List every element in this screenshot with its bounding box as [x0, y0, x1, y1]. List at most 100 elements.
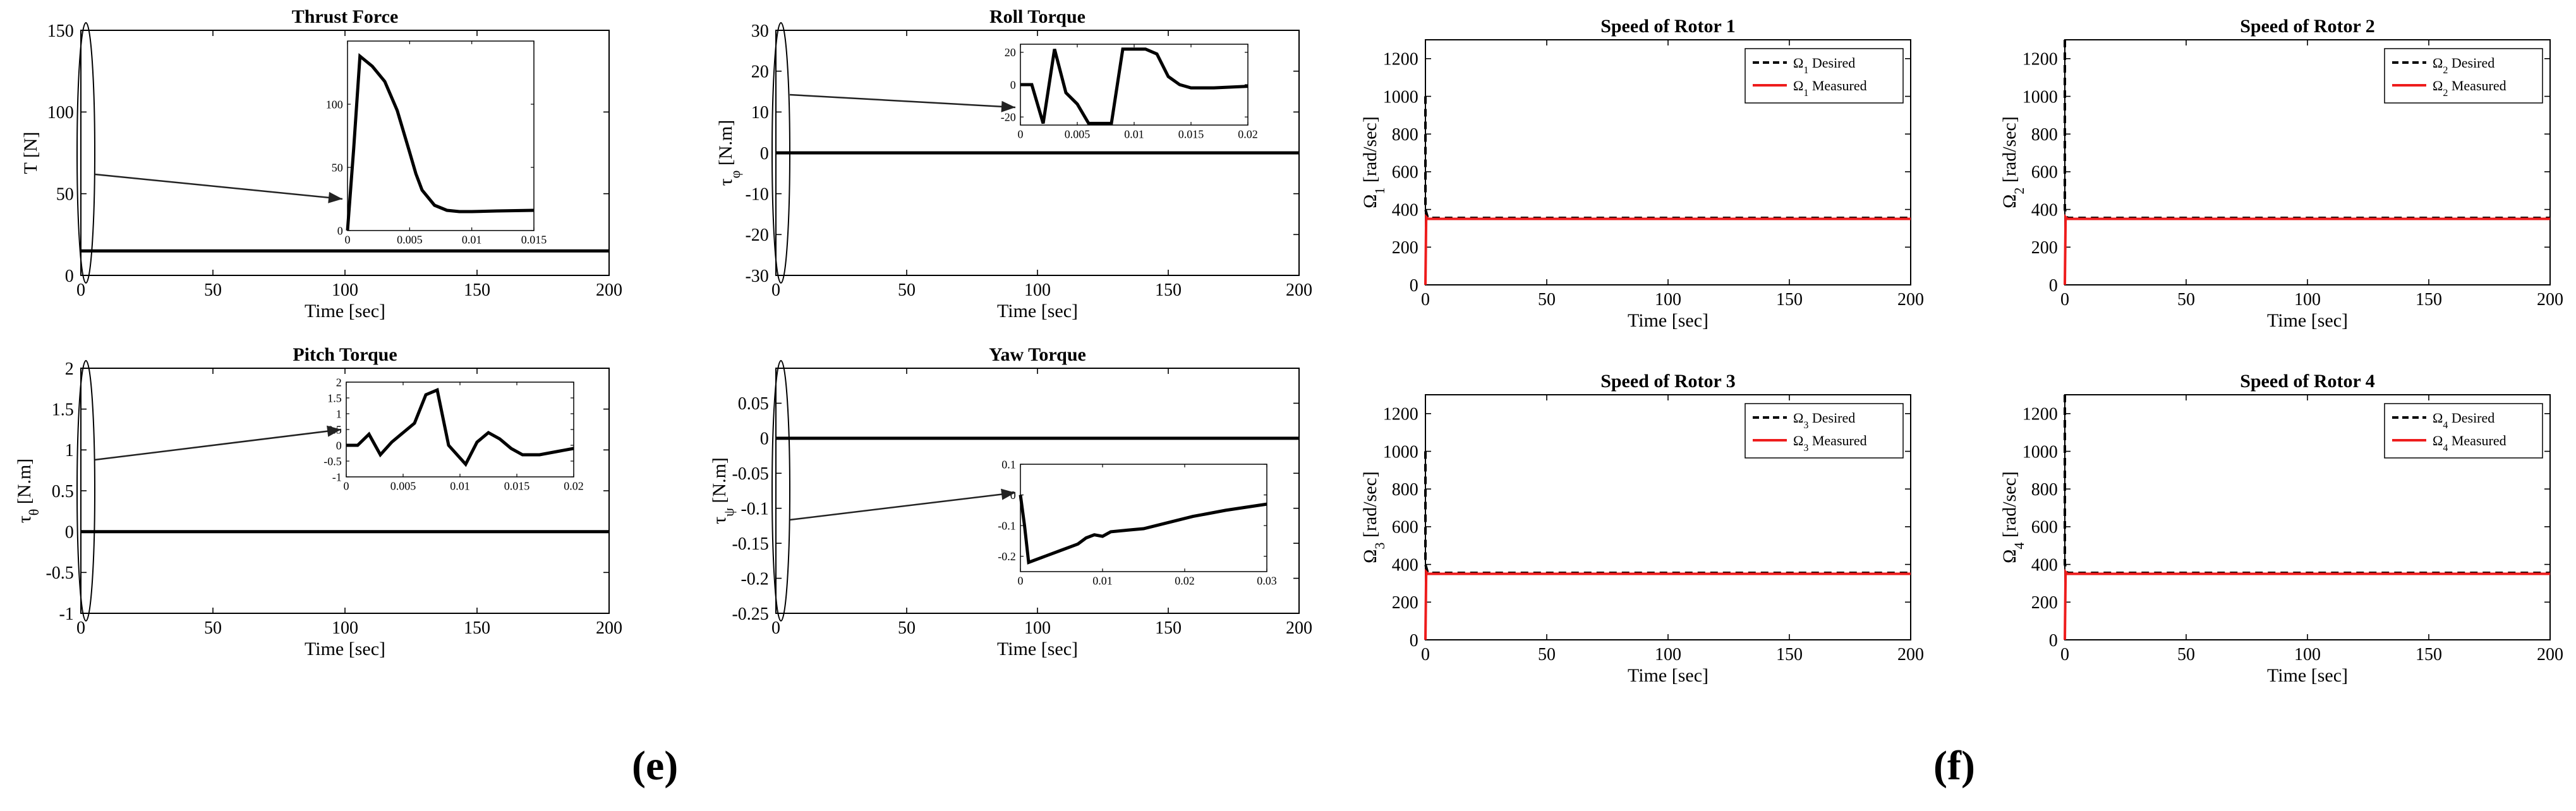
yaw-inset-ytick-label: 0.1: [1001, 458, 1016, 471]
rotor3-title: Speed of Rotor 3: [1600, 371, 1736, 392]
roll-xtick-label: 200: [1286, 280, 1312, 300]
pitch-ytick-label: 1: [65, 441, 74, 460]
pitch-xtick-label: 0: [76, 618, 85, 638]
rotor2-legend-box: [2384, 48, 2543, 104]
roll-ytick-label: -20: [745, 225, 768, 245]
yaw-inset-line: [1019, 495, 1267, 565]
rotor4-legend-label: Ω4 Measured: [2433, 433, 2506, 454]
rotor4-title: Speed of Rotor 4: [2240, 371, 2375, 392]
roll-xtick-label: 0: [771, 280, 780, 300]
pitch-inset-ytick-label: 1: [336, 407, 342, 420]
thrust-ytick-label: 150: [47, 21, 74, 41]
rotor4-ytick-label: 400: [2031, 555, 2058, 575]
pitch-inset-xtick-label: 0.005: [390, 480, 416, 493]
rotor2-xtick-label: 100: [2294, 290, 2321, 309]
rotor3-xtick-label: 150: [1776, 645, 1803, 664]
rotor4-ylabel: Ω4 [rad/sec]: [1999, 471, 2027, 563]
rotor2-series-2: [2064, 213, 2550, 285]
rotor1-ylabel: Ω1 [rad/sec]: [1360, 116, 1388, 208]
rotor2-ytick-label: 1000: [2023, 87, 2058, 107]
pitch-zoom-arrowhead: [327, 425, 341, 437]
rotor3-series-2: [1424, 568, 1911, 640]
pitch-xtick-label: 200: [596, 618, 622, 638]
yaw-xlabel: Time [sec]: [997, 639, 1078, 659]
pitch-inset-xtick-label: 0: [344, 480, 349, 493]
roll-inset-xtick-label: 0.005: [1065, 128, 1091, 141]
pitch-ylabel: τθ [N.m]: [14, 459, 42, 524]
thrust-inset: 0 0.005 0.01 0.015 0 50 100: [326, 40, 547, 246]
thrust-xtick-label: 100: [332, 280, 358, 300]
pitch-inset-ytick-label: 0: [336, 439, 342, 452]
roll-inset-xtick-label: 0.02: [1238, 128, 1258, 141]
rotor3-legend-box: [1745, 403, 1904, 459]
rotor3-xtick-label: 100: [1655, 645, 1681, 664]
yaw-inset-plot-frame: [1020, 464, 1267, 572]
chart-rotor2: 0 50 100 150 200 0 200 400 600 800 1000 1200 Speed o…: [1999, 16, 2563, 331]
yaw-zoom-arrow: [789, 491, 1016, 521]
pitch-ytick-label: -0.5: [45, 563, 73, 583]
rotor4-xtick-label: 100: [2294, 645, 2321, 664]
yaw-inset-xtick-label: 0.02: [1175, 575, 1195, 587]
roll-title: Roll Torque: [989, 6, 1085, 27]
pitch-ytick-label: -1: [59, 604, 73, 624]
rotor3-ytick-label: 1000: [1383, 442, 1418, 462]
roll-inset-ytick-label: 0: [1010, 78, 1016, 91]
yaw-zoom-arrowhead: [1001, 488, 1015, 500]
thrust-zoom-arrow: [94, 173, 343, 200]
yaw-inset-ytick-label: 0: [1010, 489, 1016, 502]
rotor2-ylabel: Ω2 [rad/sec]: [1999, 116, 2027, 208]
rotor1-ytick-label: 1000: [1383, 87, 1418, 107]
yaw-ytick-label: -0.15: [732, 534, 768, 554]
rotor3-ytick-label: 0: [1410, 631, 1418, 651]
rotor1-series-1: [1424, 96, 1911, 219]
yaw-xtick-label: 50: [898, 618, 916, 638]
pitch-xtick-label: 50: [204, 618, 222, 638]
yaw-xtick-label: 200: [1286, 618, 1312, 638]
rotor3-ylabel: Ω3 [rad/sec]: [1360, 471, 1388, 563]
rotor2-legend-label: Ω2 Desired: [2433, 55, 2494, 76]
rotor2-ytick-label: 400: [2031, 200, 2058, 220]
rotor2-xtick-label: 200: [2537, 290, 2563, 309]
rotor1-ytick-label: 1200: [1383, 50, 1418, 69]
pitch-xlabel: Time [sec]: [305, 639, 385, 659]
thrust-xtick-label: 0: [76, 280, 85, 300]
rotor3-legend-label: Ω3 Desired: [1793, 410, 1855, 431]
roll-inset-line: [1020, 47, 1249, 125]
roll-inset-ytick-label: 20: [1005, 46, 1016, 59]
rotor1-xtick-label: 0: [1421, 290, 1430, 309]
thrust-inset-xtick-label: 0.015: [521, 234, 547, 246]
rotor3-xtick-label: 0: [1421, 645, 1430, 664]
rotor2-xtick-label: 0: [2060, 290, 2069, 309]
rotor1-ytick-label: 600: [1392, 163, 1418, 183]
pitch-zoom-arrow: [94, 428, 342, 461]
yaw-xtick-label: 100: [1024, 618, 1051, 638]
rotor2-xtick-label: 50: [2177, 290, 2195, 309]
rotor1-legend-label: Ω1 Measured: [1793, 78, 1867, 99]
rotor3-ytick-label: 800: [1392, 480, 1418, 500]
yaw-ytick-label: -0.2: [741, 569, 768, 589]
yaw-ytick-label: -0.25: [732, 604, 768, 624]
rotor3-ytick-label: 200: [1392, 593, 1418, 613]
yaw-xtick-label: 0: [771, 618, 780, 638]
yaw-ytick-label: 0: [760, 430, 769, 449]
rotor2-xlabel: Time [sec]: [2267, 310, 2348, 331]
roll-inset-ytick-label: -20: [1001, 111, 1016, 124]
pitch-inset-ytick-label: -1: [332, 471, 342, 483]
pitch-inset-line: [346, 388, 574, 467]
roll-ytick-label: 10: [751, 103, 769, 123]
rotor4-ytick-label: 600: [2031, 518, 2058, 538]
rotor3-legend-label: Ω3 Measured: [1793, 433, 1867, 454]
roll-ytick-label: 20: [751, 62, 769, 81]
chart-rotor1: 0 50 100 150 200 0 200 400 600 800 1000 1200 Speed o…: [1360, 16, 1924, 331]
roll-xlabel: Time [sec]: [997, 301, 1078, 321]
rotor4-ytick-label: 0: [2049, 631, 2058, 651]
rotor2-title: Speed of Rotor 2: [2240, 16, 2375, 37]
roll-zoom-arrow: [789, 93, 1016, 109]
chart-rotor3: 0 50 100 150 200 0 200 400 600 800 1000 1200 Speed o…: [1360, 371, 1924, 686]
